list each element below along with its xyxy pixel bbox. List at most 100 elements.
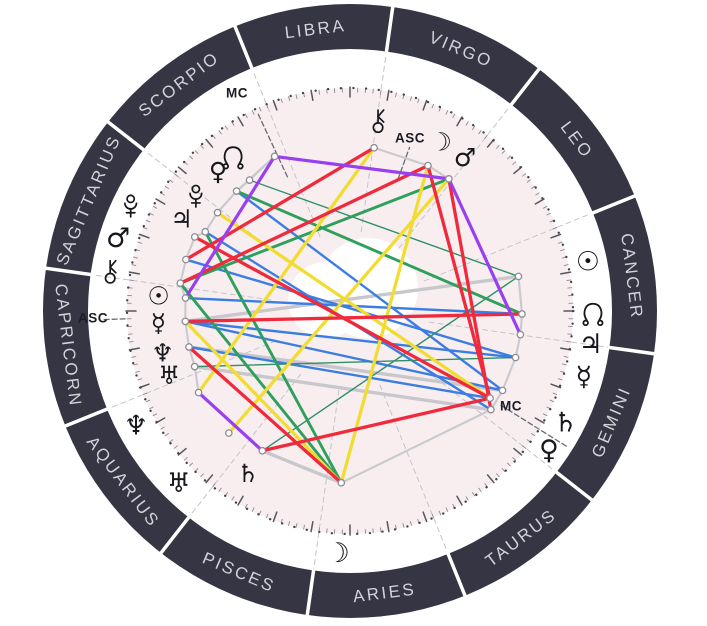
degree-tick [152,205,158,209]
svg-text:♆: ♆ [151,338,173,367]
svg-text:♃: ♃ [170,204,192,233]
degree-tick [169,179,174,183]
degree-tick [478,487,482,492]
planet-glyph-moon-outer: ☽ [326,538,350,569]
degree-tick [160,426,165,430]
degree-tick [231,496,235,501]
house-cusp-line [398,105,511,249]
planet-glyph-mars-inner: ♂ [454,143,476,172]
degree-tick [496,473,500,478]
degree-tick [189,155,193,160]
sign-separator [159,515,191,555]
aspect-red-mercury-node [183,312,524,324]
svg-text:♂: ♂ [454,143,476,172]
angle-axis-lines [101,110,570,449]
svg-text:☿: ☿ [151,309,166,338]
mc-label-outer: MC [226,86,248,101]
degree-tick [128,341,134,343]
planet-glyph-mercury-outer: ☿ [576,361,593,392]
degree-tick [560,249,565,252]
aspect-purple-mc-mars [273,154,451,181]
planet-marker-neptune-outer [194,388,203,397]
house-cusp-line [360,53,387,233]
degree-tick [512,457,517,461]
degree-tick [189,462,193,467]
planet-glyph-saturn-inner: ♄ [237,459,259,488]
degree-tick [173,445,178,449]
degree-tick [244,503,248,509]
degree-tick [258,106,262,112]
planet-glyph-jupiter-inner: ♃ [170,204,192,233]
degree-tick [149,406,154,410]
degree-tick [145,219,151,223]
degree-tick [133,363,138,366]
planet-marker-saturn-outer [498,386,507,395]
planet-marker-pluto-inner [213,208,222,217]
aspect-blue-mars-mercury [184,258,517,359]
house-cusp-line [108,340,277,409]
degree-tick [310,520,314,533]
degree-tick [288,96,291,101]
aspect-gray-uranus-venus [192,364,493,412]
degree-tick [272,99,278,111]
sign-separator [106,120,146,152]
degree-tick [318,89,320,95]
planet-marker-mc-outer [270,152,279,161]
degree-tick [445,110,449,115]
degree-tick [501,150,506,154]
mc-axis-inner [500,404,570,449]
degree-tick [562,363,567,366]
planet-glyph-chiron-outer [104,259,117,284]
degree-tick [465,121,469,126]
svg-text:☽: ☽ [326,538,350,569]
svg-text:♅: ♅ [158,361,180,390]
degree-tick [177,447,187,456]
degree-tick [507,462,511,467]
svg-text:♂: ♂ [106,223,130,254]
degree-tick [501,468,506,472]
aspect-red-saturn-mc [260,396,492,453]
svg-text:♀: ♀ [209,157,227,186]
degree-tick [550,383,562,389]
degree-tick [478,130,482,135]
planet-marker-moon-outer [337,478,346,487]
degree-tick [395,92,397,98]
degree-tick [183,457,188,461]
sign-separator [233,24,254,70]
aspect-purple-mars-jupiter [447,177,522,337]
degree-tick [549,219,555,223]
degree-tick [535,192,540,196]
sign-separator [607,345,656,356]
degree-tick [549,399,555,403]
degree-tick [546,212,551,216]
aspect-purple-mc-sun [183,154,277,300]
degree-tick [550,233,562,239]
degree-tick [534,417,545,424]
svg-text:♃: ♃ [579,329,603,360]
degree-tick [218,130,222,135]
degree-tick [142,227,148,230]
degree-tick [534,198,545,205]
aspect-lines [178,146,524,485]
aspect-gray-saturn-moon [260,449,343,485]
planet-glyph-neptune-inner: ♆ [151,338,173,367]
planet-marker-sun-inner [181,294,190,302]
planet-glyph-mercury-inner: ☿ [151,309,166,338]
planet-marker-mercury-inner [181,317,190,326]
planet-marker-mars-inner [444,175,453,183]
degree-tick [465,496,469,501]
degree-tick [280,518,283,524]
svg-text:☉: ☉ [576,247,600,278]
degree-tick [164,185,169,189]
degree-tick [445,507,449,512]
planet-glyph-venus-inner: ♀ [209,157,227,186]
degree-tick [164,433,169,437]
aspect-green_thin-saturn-sun [261,275,520,452]
sign-separator [446,552,467,598]
asc-label-outer: ASC [78,311,108,326]
house-cusp-line [252,69,321,238]
svg-text:♄: ♄ [237,459,259,488]
degree-tick [456,116,463,127]
planet-marker-mc-inner [486,394,494,403]
sign-separator [554,470,594,502]
